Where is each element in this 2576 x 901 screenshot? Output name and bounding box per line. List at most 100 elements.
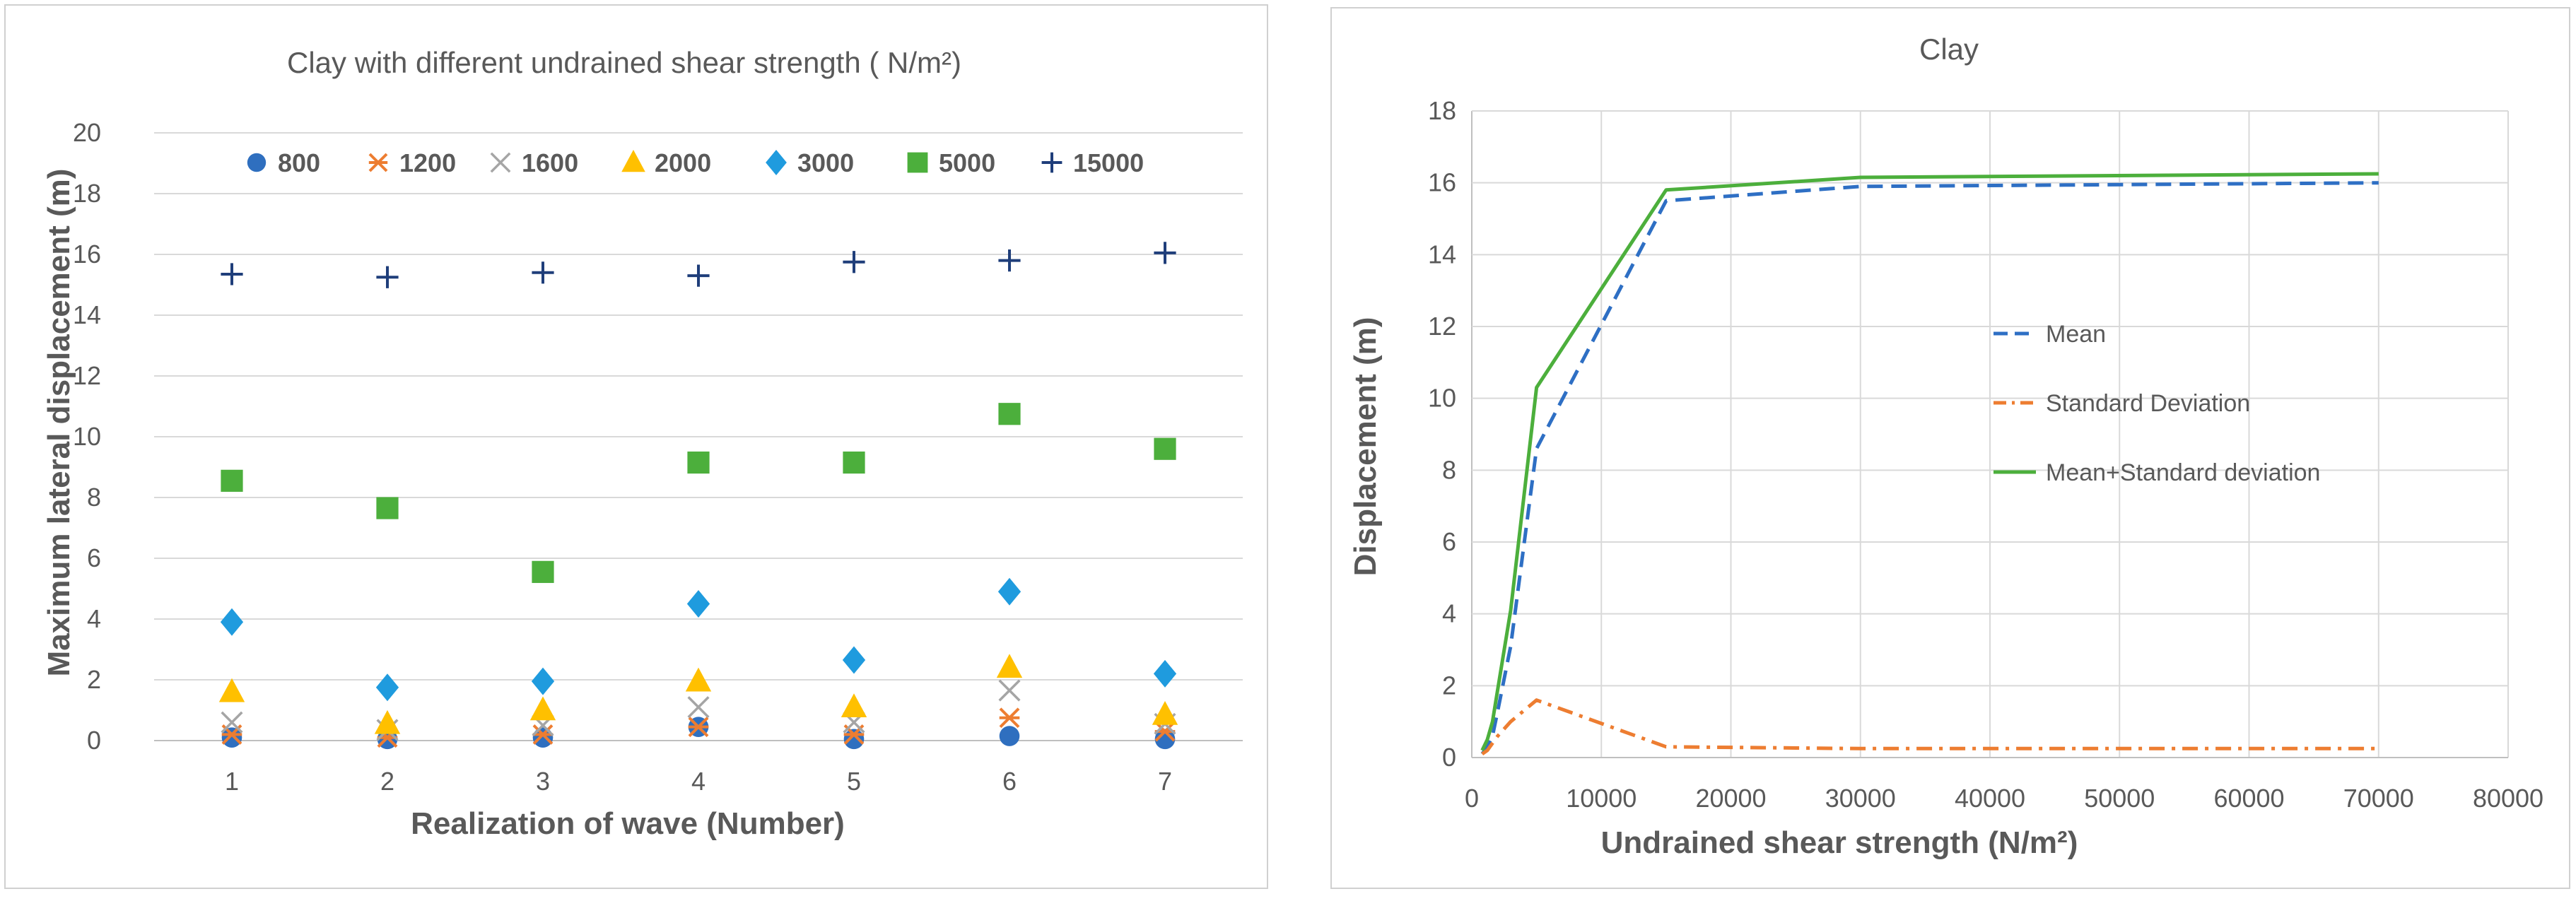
data-point xyxy=(532,727,554,748)
y-tick-label: 14 xyxy=(73,300,101,329)
data-point xyxy=(220,608,244,636)
data-point xyxy=(531,667,555,695)
data-point xyxy=(218,678,245,702)
chart-title: Clay xyxy=(1919,33,1979,66)
y-tick-label: 8 xyxy=(87,483,101,512)
x-tick-label: 4 xyxy=(691,767,706,796)
y-tick-label: 20 xyxy=(73,118,101,147)
data-point xyxy=(532,724,554,745)
y-tick-label: 10 xyxy=(1428,384,1456,413)
y-tick-label: 12 xyxy=(73,361,101,390)
data-point xyxy=(687,451,710,474)
series-800 xyxy=(221,717,1176,750)
y-tick-label: 2 xyxy=(1442,671,1456,700)
series-15000 xyxy=(221,242,1176,288)
legend-label: 1200 xyxy=(399,148,456,177)
series-2000 xyxy=(218,654,1178,734)
data-point xyxy=(687,264,710,287)
line-chart-panel: Clay 0 2 4 6 8 10 12 14 16 18 0 10000 20000 30000 400… xyxy=(1330,7,2570,889)
x-tick-label: 0 xyxy=(1465,784,1479,813)
x-tick-label: 3 xyxy=(536,767,550,796)
y-tick-label: 6 xyxy=(87,543,101,572)
legend-marker xyxy=(368,153,388,172)
x-axis-title: Realization of wave (Number) xyxy=(411,806,845,841)
series-line xyxy=(1481,698,2379,755)
series-5000 xyxy=(221,403,1176,583)
data-point xyxy=(999,707,1020,729)
x-axis-title: Undrained shear strength (N/m²) xyxy=(1601,825,2078,860)
series-line xyxy=(1480,172,2379,751)
data-point xyxy=(221,711,243,734)
x-tick-label: 10000 xyxy=(1566,784,1637,813)
y-tick-label: 10 xyxy=(73,422,101,451)
x-tick-label: 7 xyxy=(1158,767,1172,796)
legend-marker xyxy=(766,150,787,175)
series-3000 xyxy=(220,577,1177,702)
data-point xyxy=(1152,700,1178,725)
legend-label: 5000 xyxy=(939,148,995,177)
data-point xyxy=(1154,729,1176,750)
data-point xyxy=(688,717,709,738)
x-tick-label: 6 xyxy=(1002,767,1017,796)
x-tick-label: 80000 xyxy=(2473,784,2543,813)
data-point xyxy=(221,263,243,285)
y-tick-label: 0 xyxy=(1442,743,1456,772)
data-point xyxy=(841,693,867,717)
x-tick-label: 40000 xyxy=(1955,784,2025,813)
x-tick-label: 50000 xyxy=(2084,784,2155,813)
y-tick-label: 8 xyxy=(1442,455,1456,484)
y-tick-label: 16 xyxy=(1428,168,1456,197)
data-point xyxy=(686,590,710,618)
data-point xyxy=(375,673,399,702)
y-tick-label: 2 xyxy=(87,665,101,694)
data-point xyxy=(1154,437,1176,460)
legend-marker xyxy=(907,152,928,173)
legend-marker xyxy=(1041,152,1062,173)
data-point xyxy=(376,497,399,519)
legend-label: Mean+Standard deviation xyxy=(2046,459,2320,486)
legend-label: 2000 xyxy=(655,148,711,177)
data-point xyxy=(842,646,866,674)
y-axis-title: Maximum lateral displacement (m) xyxy=(42,169,76,677)
legend-marker xyxy=(247,153,267,172)
x-tick-label: 20000 xyxy=(1695,784,1766,813)
legend-label: 800 xyxy=(278,148,320,177)
scatter-chart-panel: Clay with different undrained shear stre… xyxy=(4,4,1268,889)
data-point xyxy=(221,727,242,748)
data-point xyxy=(532,560,554,583)
legend-marker xyxy=(621,150,645,172)
legend-label: 1600 xyxy=(522,148,578,177)
y-tick-label: 18 xyxy=(1428,96,1456,125)
y-tick-label: 14 xyxy=(1428,240,1456,269)
data-point xyxy=(374,709,401,734)
legend-label: 15000 xyxy=(1073,148,1144,177)
data-point xyxy=(532,261,554,284)
scatter-chart: Clay with different undrained shear stre… xyxy=(42,46,1243,841)
data-point xyxy=(843,451,865,474)
data-point xyxy=(1153,659,1177,688)
data-point xyxy=(998,679,1021,702)
legend-label: Mean xyxy=(2046,321,2106,348)
x-tick-label: 1 xyxy=(225,767,239,796)
x-tick-label: 5 xyxy=(847,767,861,796)
data-point xyxy=(999,726,1020,746)
data-point xyxy=(997,577,1021,606)
legend-label: Standard Deviation xyxy=(2046,390,2250,417)
x-tick-label: 2 xyxy=(380,767,394,796)
y-tick-label: 4 xyxy=(87,604,101,633)
data-point xyxy=(221,469,243,492)
x-tick-label: 30000 xyxy=(1825,784,1896,813)
y-tick-label: 12 xyxy=(1428,312,1456,341)
y-tick-label: 16 xyxy=(73,240,101,269)
y-tick-label: 4 xyxy=(1442,599,1456,628)
data-point xyxy=(843,729,865,750)
y-tick-label: 6 xyxy=(1442,527,1456,556)
series-line xyxy=(1480,181,2379,755)
data-point xyxy=(843,251,865,273)
data-point xyxy=(1154,242,1176,264)
legend-label: 3000 xyxy=(797,148,854,177)
data-point xyxy=(376,266,399,288)
chart-title: Clay with different undrained shear stre… xyxy=(287,46,961,79)
y-tick-label: 18 xyxy=(73,179,101,208)
y-tick-label: 0 xyxy=(87,726,101,755)
